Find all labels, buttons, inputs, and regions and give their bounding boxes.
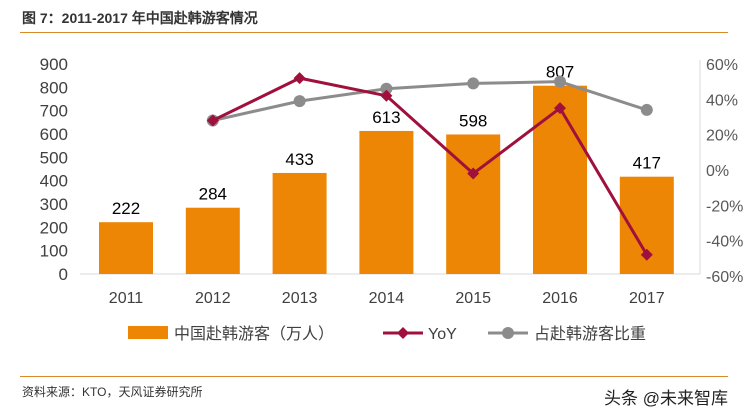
- series-line: [212, 76, 649, 256]
- top-divider: [20, 32, 728, 33]
- legend-label: 中国赴韩游客（万人）: [174, 325, 334, 343]
- left-tick-label: 800: [40, 78, 68, 97]
- bar: [272, 172, 327, 274]
- bottom-divider: [20, 376, 728, 377]
- data-point-diamond: [554, 102, 566, 115]
- data-point-circle: [554, 75, 566, 88]
- data-point-diamond: [640, 248, 653, 261]
- x-tick-label: 2015: [455, 290, 491, 307]
- right-tick-label: -60%: [706, 269, 743, 286]
- legend-marker-diamond: [397, 327, 409, 339]
- legend-swatch-bar: [128, 326, 168, 339]
- legend-label: 占赴韩游客比重: [534, 325, 646, 343]
- source-note: 资料来源：KTO，天风证券研究所: [22, 385, 203, 399]
- x-tick-label: 2011: [109, 290, 144, 307]
- x-tick-label: 2016: [542, 290, 578, 307]
- data-point-circle: [380, 82, 393, 95]
- series-line: [212, 80, 648, 122]
- bar: [99, 222, 153, 274]
- x-tick-label: 2017: [629, 290, 665, 307]
- left-tick-label: 200: [40, 218, 68, 237]
- right-tick-label: 40%: [706, 92, 738, 109]
- data-point-diamond: [467, 167, 480, 180]
- right-tick-label: -20%: [706, 198, 743, 215]
- bar-data-label: 222: [112, 199, 140, 218]
- legend-marker-circle: [502, 327, 514, 339]
- x-tick-label: 2013: [282, 290, 318, 307]
- bar-data-label: 433: [285, 150, 313, 169]
- bar-data-label: 284: [199, 185, 227, 204]
- left-tick-label: 700: [40, 102, 68, 121]
- right-tick-label: -40%: [706, 234, 743, 251]
- bar-data-label: 598: [459, 111, 487, 130]
- chart: 0 100 200 300 400 500 600 700 800 900 60% 40% 20% 0% -…: [40, 55, 744, 343]
- right-tick-label: 20%: [706, 128, 738, 145]
- bar-data-label: 417: [633, 154, 661, 173]
- data-point-circle: [467, 77, 480, 90]
- data-point-diamond: [293, 72, 306, 85]
- data-point-diamond: [206, 114, 219, 127]
- left-tick-label: 300: [40, 195, 68, 214]
- bar-data-label: 613: [372, 108, 400, 127]
- left-tick-label: 100: [40, 242, 68, 261]
- data-point-circle: [640, 103, 653, 116]
- left-tick-label: 900: [40, 55, 68, 74]
- data-point-circle: [293, 95, 306, 108]
- x-tick-label: 2014: [369, 290, 405, 307]
- figure-title: 图 7：2011-2017 年中国赴韩游客情况: [22, 10, 258, 26]
- left-tick-label: 600: [40, 125, 68, 144]
- legend-label: YoY: [428, 326, 457, 343]
- bar-data-label: 807: [546, 63, 574, 82]
- bar: [533, 85, 587, 274]
- right-tick-label: 60%: [706, 57, 738, 74]
- left-tick-label: 0: [59, 265, 68, 284]
- data-point-diamond: [380, 89, 393, 102]
- bar: [359, 130, 414, 274]
- right-tick-label: 0%: [706, 163, 729, 180]
- left-tick-label: 500: [40, 148, 68, 167]
- left-tick-label: 400: [40, 172, 68, 191]
- bar: [185, 207, 240, 274]
- x-tick-label: 2012: [195, 290, 231, 307]
- watermark: 头条 @未来智库: [604, 389, 728, 408]
